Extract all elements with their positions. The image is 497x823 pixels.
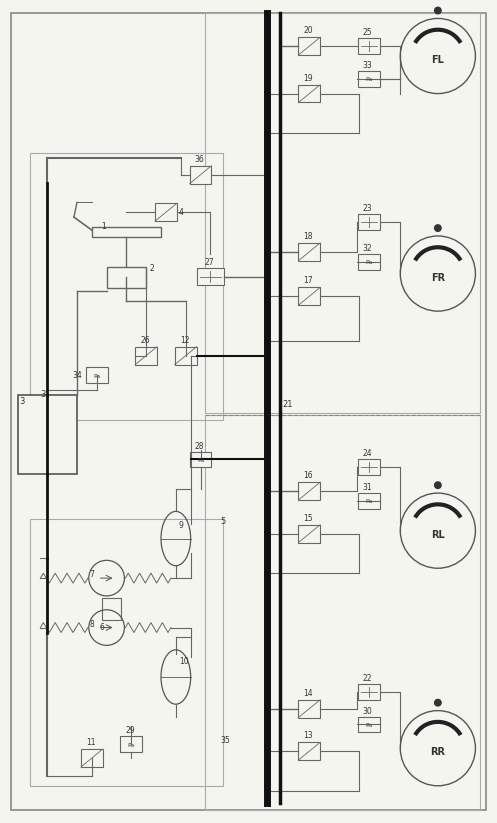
Text: 35: 35 <box>220 737 230 746</box>
Bar <box>358 717 380 732</box>
Text: Pa: Pa <box>365 77 372 82</box>
Text: 9: 9 <box>179 521 184 530</box>
Text: Pa: Pa <box>197 458 204 463</box>
Text: 6: 6 <box>100 623 104 631</box>
Text: Pa: Pa <box>365 500 372 504</box>
Text: 4: 4 <box>179 208 184 217</box>
Text: 11: 11 <box>86 738 95 747</box>
Text: RR: RR <box>430 747 445 757</box>
Bar <box>102 597 121 620</box>
Bar <box>298 37 320 55</box>
Text: 27: 27 <box>204 258 214 267</box>
Text: 24: 24 <box>363 449 372 458</box>
Text: 8: 8 <box>90 620 94 629</box>
Bar <box>190 452 211 467</box>
Text: 23: 23 <box>363 204 372 213</box>
Bar <box>120 737 142 752</box>
Text: 36: 36 <box>195 155 204 164</box>
Text: 7: 7 <box>90 570 94 579</box>
Text: 12: 12 <box>180 336 189 345</box>
Text: 10: 10 <box>179 658 188 667</box>
Bar <box>135 346 157 365</box>
Text: 14: 14 <box>303 689 313 698</box>
Text: 26: 26 <box>140 336 150 345</box>
Text: 32: 32 <box>363 244 372 253</box>
Text: 3: 3 <box>19 398 25 407</box>
Text: 20: 20 <box>303 26 313 35</box>
Text: 21: 21 <box>283 400 293 409</box>
Bar <box>358 214 380 230</box>
Circle shape <box>434 7 442 15</box>
Text: 33: 33 <box>363 61 372 70</box>
Bar <box>106 267 146 288</box>
Text: 22: 22 <box>363 674 372 683</box>
Bar <box>358 493 380 509</box>
Text: RL: RL <box>431 530 445 540</box>
Text: 30: 30 <box>363 707 372 715</box>
Text: 31: 31 <box>363 483 372 492</box>
Bar <box>298 85 320 103</box>
Bar <box>358 253 380 270</box>
Bar <box>358 38 380 54</box>
Bar <box>358 684 380 700</box>
Bar <box>175 346 197 365</box>
Bar <box>30 518 223 786</box>
Bar <box>92 227 161 237</box>
Text: FR: FR <box>431 272 445 282</box>
Bar <box>298 700 320 718</box>
Circle shape <box>434 481 442 489</box>
Bar <box>298 525 320 542</box>
Bar <box>298 287 320 305</box>
Text: 3: 3 <box>40 390 46 399</box>
Text: 13: 13 <box>303 732 313 740</box>
Bar <box>30 153 223 420</box>
Text: 29: 29 <box>125 727 135 735</box>
Bar <box>81 749 103 767</box>
Bar <box>197 267 224 286</box>
Text: 1: 1 <box>102 222 106 231</box>
Text: Pa: Pa <box>93 374 100 379</box>
Text: 16: 16 <box>303 472 313 481</box>
Text: 15: 15 <box>303 514 313 523</box>
Bar <box>358 459 380 475</box>
Text: 19: 19 <box>303 74 313 83</box>
Text: 18: 18 <box>303 232 313 241</box>
Circle shape <box>434 699 442 707</box>
Text: 28: 28 <box>195 442 204 450</box>
Bar <box>86 368 107 384</box>
Bar <box>298 243 320 261</box>
Text: FL: FL <box>431 55 444 65</box>
Circle shape <box>434 224 442 232</box>
Bar <box>155 203 177 221</box>
Bar <box>205 12 481 413</box>
Text: Pa: Pa <box>365 723 372 728</box>
Text: 17: 17 <box>303 277 313 286</box>
Bar <box>205 415 481 811</box>
Bar <box>298 742 320 760</box>
Text: Pa: Pa <box>365 260 372 265</box>
Text: 25: 25 <box>363 28 372 37</box>
Text: 34: 34 <box>72 371 82 380</box>
Bar <box>190 165 211 184</box>
Bar <box>17 395 77 474</box>
Text: 2: 2 <box>149 263 154 272</box>
Bar <box>358 71 380 86</box>
Text: 5: 5 <box>220 517 226 526</box>
Text: Pa: Pa <box>128 742 135 748</box>
Bar <box>298 482 320 500</box>
